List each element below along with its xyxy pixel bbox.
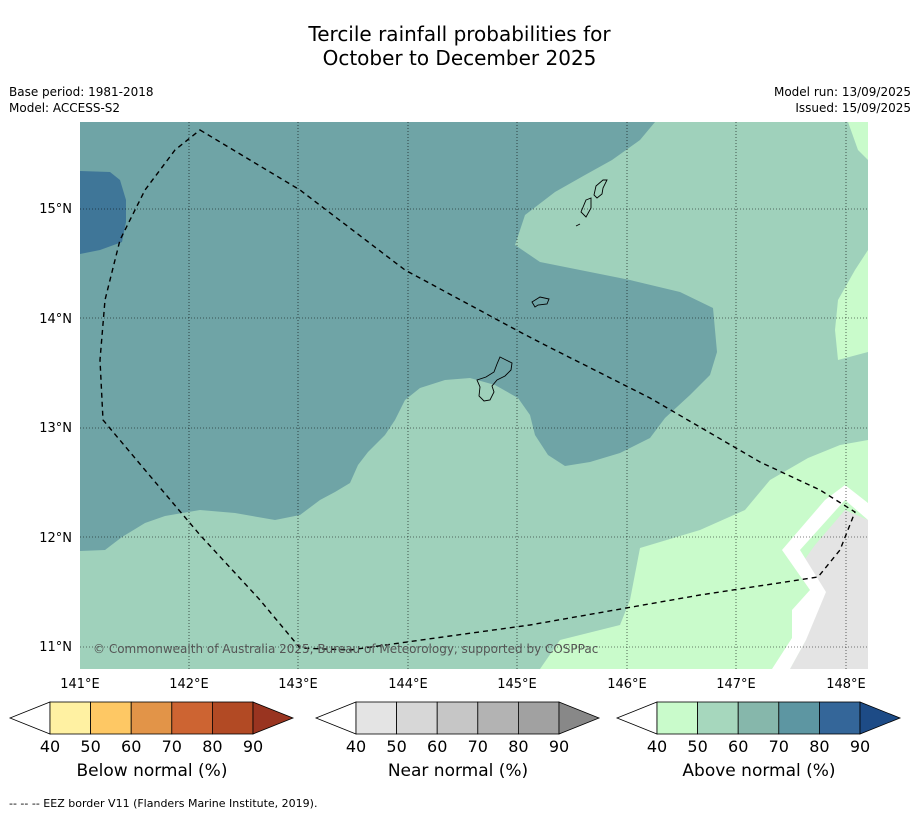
colorbar-above-tick: 60 [728,737,748,756]
colorbar-near-tick: 80 [508,737,528,756]
region-above-40-50-south [540,440,868,669]
colorbar-above-segment [819,701,861,735]
copyright-notice: © Commonwealth of Australia 2025, Bureau… [93,642,598,656]
region-above-40-50-ne [848,122,868,160]
gridlines [80,122,868,669]
colorbar-below-tick: 80 [202,737,222,756]
colorbar-above-segment [697,701,739,735]
colorbar-below-segment [211,701,254,735]
region-above-80-90 [80,171,126,254]
map-frame [80,122,868,669]
colorbar-near-segment [518,701,560,735]
colorbars: 40 50 60 70 80 90 40 50 60 70 80 90 40 50 60 70 80 90 [8,701,902,756]
colorbar-below-tick: 40 [40,737,60,756]
lon-label-143e: 143°E [278,677,318,692]
colorbar-near-tick: 40 [346,737,366,756]
island-tinian [580,197,592,218]
colorbar-below-segment [130,701,173,735]
lon-label-147e: 147°E [716,677,756,692]
colorbar-above-tick: 90 [850,737,870,756]
colorbar-below-segment [49,701,91,735]
colorbar-below: 40 50 60 70 80 90 [8,701,295,756]
lat-label-13n: 13°N [39,421,72,436]
colorbar-above-tick: 50 [687,737,707,756]
colorbar-below-high-extend [252,701,295,735]
colorbar-near-low-extend [314,701,357,735]
colorbar-below-segment [171,701,213,735]
region-above-40-50-east-edge [835,250,868,360]
colorbar-near-tick: 60 [427,737,447,756]
colorbar-above-segment [778,701,820,735]
colorbar-near-tick: 90 [549,737,569,756]
footnote-eez: -- -- -- EEZ border V11 (Flanders Marine… [9,797,318,810]
colorbar-near-tick: 50 [386,737,406,756]
colorbar-above-tick: 40 [647,737,667,756]
colorbar-near-segment [396,701,438,735]
region-blank-band [772,485,868,669]
issued-date: Issued: 15/09/2025 [795,101,911,115]
lat-label-12n: 12°N [39,531,72,546]
lon-label-148e: 148°E [826,677,866,692]
base-period: Base period: 1981-2018 [9,85,154,99]
meta-left: Base period: 1981-2018 Model: ACCESS-S2 [9,84,154,116]
islands [476,179,608,402]
lon-label-146e: 146°E [607,677,647,692]
colorbar-near-tick: 70 [468,737,488,756]
colorbar-above-label: Above normal (%) [682,761,836,781]
lat-labels: 15°N 14°N 13°N 12°N 11°N [39,202,72,655]
eez-border [99,129,856,651]
colorbar-above-tick: 70 [769,737,789,756]
island-aguijan [575,223,581,227]
colorbar-above: 40 50 60 70 80 90 [615,701,902,756]
colorbar-below-tick: 50 [80,737,100,756]
meta-right: Model run: 13/09/2025 Issued: 15/09/2025 [774,84,911,116]
title-line-1: Tercile rainfall probabilities for [308,22,611,46]
island-guam [476,356,513,402]
colorbar-below-tick: 90 [243,737,263,756]
island-saipan [593,179,608,199]
model-run: Model run: 13/09/2025 [773,85,911,99]
colorbar-above-segment [656,701,698,735]
colorbar-above-high-extend [859,701,902,735]
lon-label-145e: 145°E [497,677,537,692]
lat-label-11n: 11°N [39,640,72,655]
title-line-2: October to December 2025 [322,46,597,70]
colorbar-near-label: Near normal (%) [387,761,529,781]
colorbar-near-segment [477,701,519,735]
colorbar-below-low-extend [8,701,51,735]
model-name: Model: ACCESS-S2 [9,101,121,115]
region-above-70-80 [80,122,717,551]
island-rota [531,296,550,308]
colorbar-near: 40 50 60 70 80 90 [314,701,601,756]
lon-label-141e: 141°E [60,677,100,692]
lat-label-14n: 14°N [39,312,72,327]
colorbar-near-segment [436,701,479,735]
colorbar-near-segment [355,701,397,735]
colorbar-below-segment [90,701,132,735]
colorbar-above-tick: 80 [809,737,829,756]
colorbar-below-tick: 70 [162,737,182,756]
lat-label-15n: 15°N [39,202,72,217]
lon-label-142e: 142°E [169,677,209,692]
lon-labels: 141°E 142°E 143°E 144°E 145°E 146°E 147°… [60,677,866,692]
colorbar-above-low-extend [615,701,658,735]
colorbar-near-high-extend [558,701,601,735]
lon-label-144e: 144°E [388,677,428,692]
colorbar-above-segment [737,701,780,735]
page-title: Tercile rainfall probabilities for Octob… [0,22,919,70]
colorbar-below-tick: 60 [121,737,141,756]
colorbar-below-label: Below normal (%) [76,761,228,781]
